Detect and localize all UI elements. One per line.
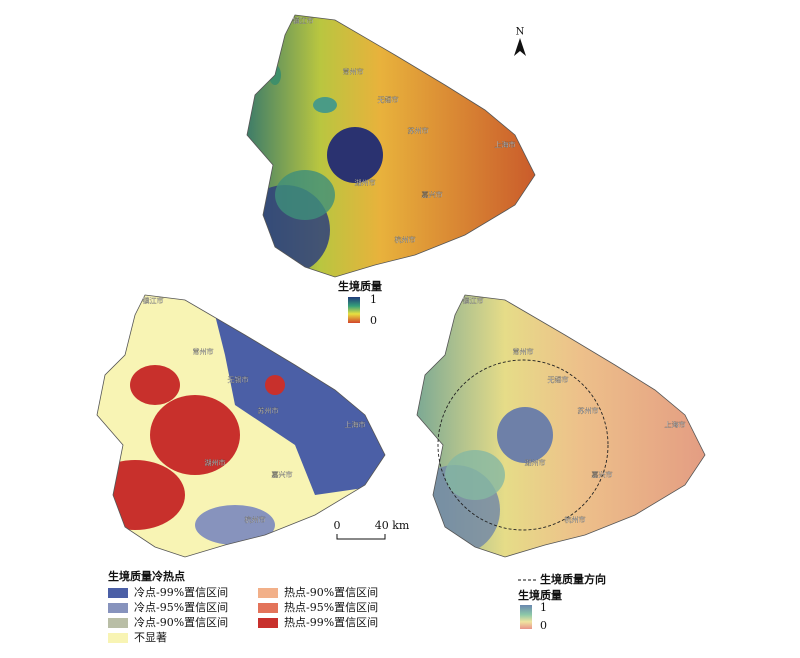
city-label: 镇江市: [463, 296, 484, 305]
city-label: 苏州市: [408, 126, 429, 135]
legend-swatch: [108, 588, 128, 598]
city-label: 湖州市: [355, 178, 376, 187]
legend-swatch: [258, 618, 278, 628]
legend-title: 生境质量冷热点: [108, 569, 185, 583]
legend-label: 热点-99%置信区间: [284, 616, 378, 629]
city-label: 常州市: [513, 347, 534, 356]
legend-label: 冷点-99%置信区间: [134, 586, 228, 599]
north-label: N: [516, 27, 525, 38]
legend-label: 热点-95%置信区间: [284, 601, 378, 614]
direction-legend: 生境质量方向 生境质量 1 0: [518, 572, 606, 632]
legend-swatch: [108, 633, 128, 643]
city-label: 湖州市: [205, 458, 226, 467]
legend-swatch: [108, 603, 128, 613]
hotspot-legend: 生境质量冷热点 冷点-99%置信区间冷点-95%置信区间冷点-90%置信区间不显…: [108, 569, 378, 644]
city-label: 无锡市: [378, 95, 399, 104]
legend-label: 冷点-90%置信区间: [134, 616, 228, 629]
hotspot-map: [96, 294, 386, 558]
legend-min: 0: [540, 619, 547, 632]
city-label: 镇江市: [293, 16, 314, 25]
legend-swatch: [108, 618, 128, 628]
city-label: 杭州市: [395, 235, 416, 244]
city-label: 嘉兴市: [592, 470, 613, 479]
direction-map: [416, 294, 706, 558]
city-label: 上海市: [345, 420, 366, 429]
habitat-map: [246, 14, 536, 278]
legend-title: 生境质量: [518, 588, 562, 602]
legend-max: 1: [540, 601, 547, 614]
color-bar: [520, 605, 532, 629]
legend-swatch: [258, 588, 278, 598]
legend-label: 冷点-95%置信区间: [134, 601, 228, 614]
city-label: 镇江市: [143, 296, 164, 305]
city-label: 杭州市: [565, 515, 586, 524]
top-legend: 生境质量 1 0: [338, 279, 382, 327]
city-label: 常州市: [193, 347, 214, 356]
direction-label: 生境质量方向: [540, 572, 606, 586]
city-label: 上海市: [665, 420, 686, 429]
city-label: 苏州市: [258, 406, 279, 415]
scale-bar: 0 40 km: [334, 519, 410, 540]
city-label: 苏州市: [578, 406, 599, 415]
legend-max: 1: [370, 293, 377, 306]
city-label: 嘉兴市: [422, 190, 443, 199]
north-arrow: N: [514, 27, 526, 56]
scale-start: 0: [334, 519, 341, 532]
legend-title: 生境质量: [338, 279, 382, 293]
city-label: 上海市: [495, 140, 516, 149]
legend-swatch: [258, 603, 278, 613]
city-label: 嘉兴市: [272, 470, 293, 479]
color-bar: [348, 297, 360, 323]
legend-label: 不显著: [134, 630, 167, 644]
city-label: 杭州市: [245, 515, 266, 524]
legend-min: 0: [370, 314, 377, 327]
scale-end: 40 km: [375, 519, 410, 532]
city-label: 无锡市: [228, 375, 249, 384]
city-label: 无锡市: [548, 375, 569, 384]
city-label: 湖州市: [525, 458, 546, 467]
city-label: 常州市: [343, 67, 364, 76]
legend-label: 热点-90%置信区间: [284, 586, 378, 599]
